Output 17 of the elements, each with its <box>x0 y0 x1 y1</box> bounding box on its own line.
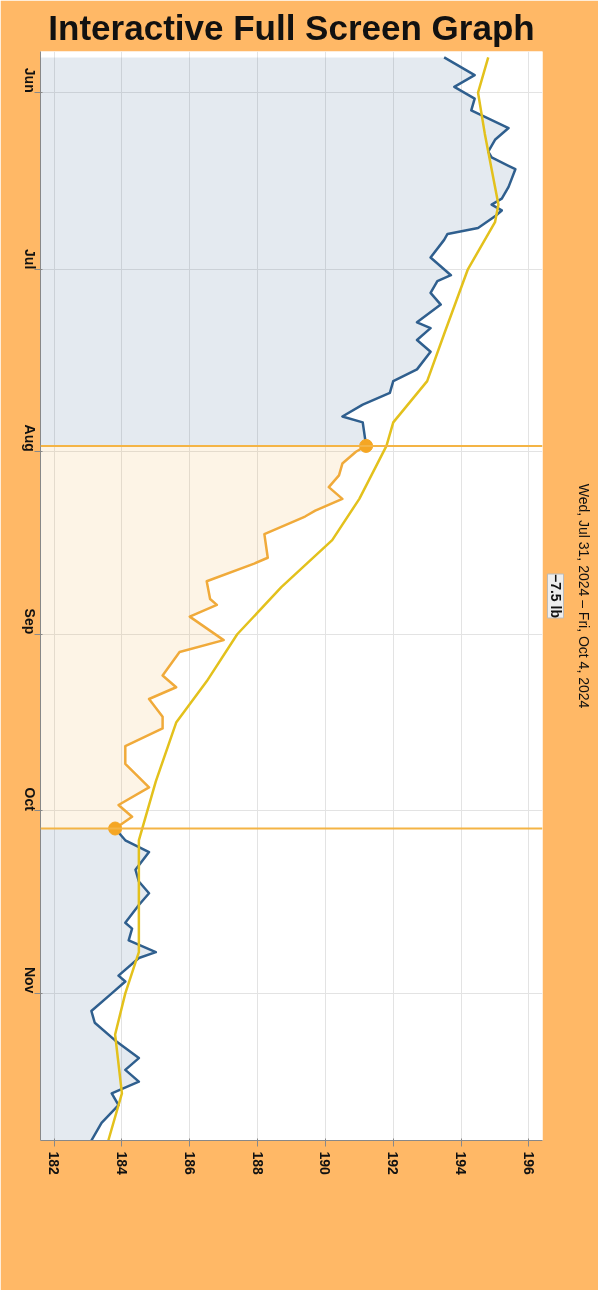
y-tick-label: Aug <box>21 424 38 452</box>
y-tick-label: Jun <box>21 67 38 93</box>
x-tick-label: 190 <box>317 1151 334 1176</box>
chart-title: Interactive Full Screen Graph <box>48 7 535 47</box>
x-tick-label: 182 <box>46 1151 63 1176</box>
x-tick-label: 186 <box>181 1151 198 1176</box>
text: Wed, Jul 31, 2024 – Fri, Oct 4, 2024 <box>575 483 592 709</box>
x-tick-label: 194 <box>453 1151 470 1176</box>
y-tick-label: Jul <box>21 249 38 270</box>
x-tick-label: 184 <box>113 1151 130 1176</box>
x-tick-label: 196 <box>520 1151 537 1176</box>
y-tick-label: Nov <box>21 966 38 994</box>
text: −7.5 lb <box>547 574 564 618</box>
y-tick-label: Oct <box>21 787 38 812</box>
y-tick-label: Sep <box>21 608 38 635</box>
x-tick-label: 192 <box>385 1151 402 1176</box>
x-tick-label: 188 <box>249 1151 266 1176</box>
